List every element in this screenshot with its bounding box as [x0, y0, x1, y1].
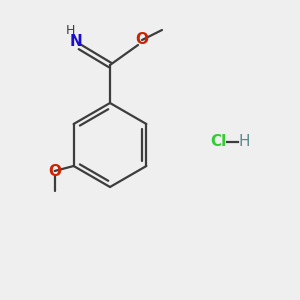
Text: H: H: [238, 134, 250, 149]
Text: O: O: [48, 164, 61, 178]
Text: O: O: [136, 32, 148, 47]
Text: Cl: Cl: [210, 134, 226, 149]
Text: H: H: [65, 25, 75, 38]
Text: N: N: [70, 34, 83, 49]
